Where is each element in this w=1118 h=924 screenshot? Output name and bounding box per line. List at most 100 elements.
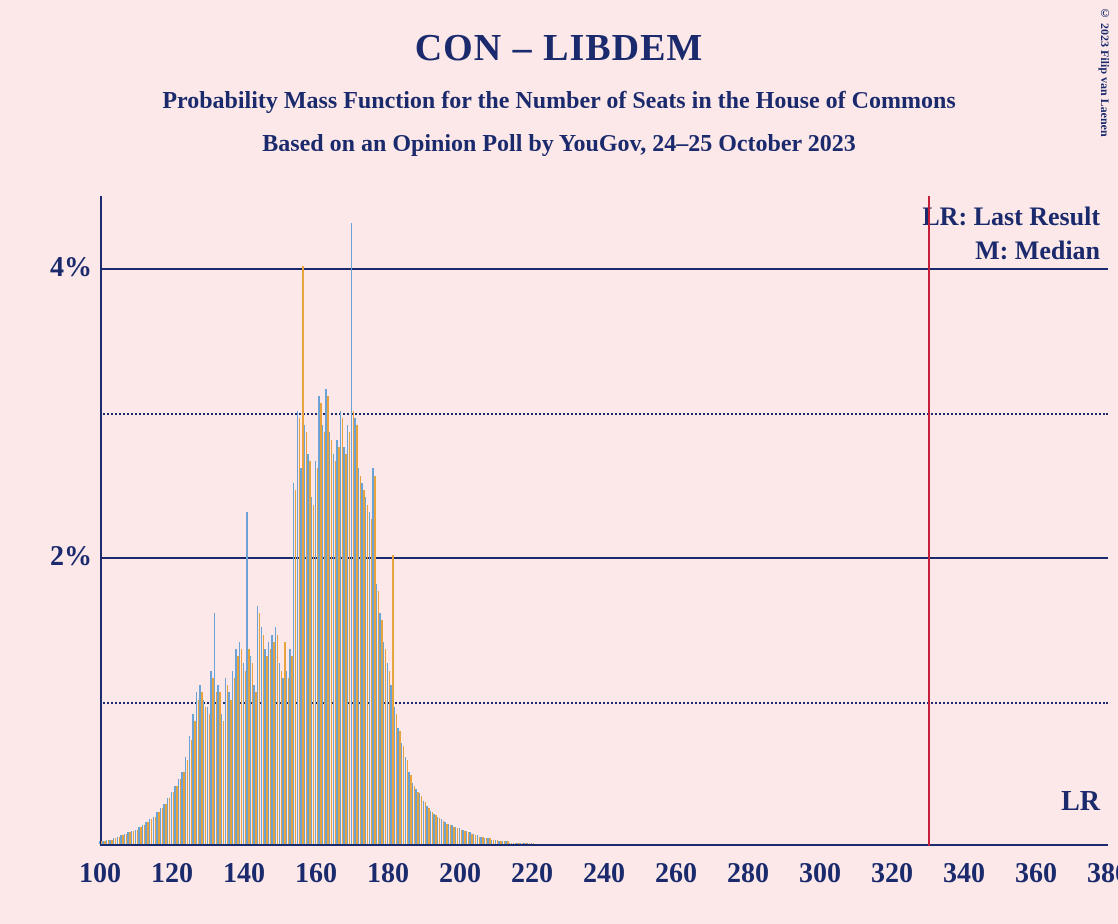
bar	[525, 843, 527, 844]
bar	[392, 555, 394, 844]
bar	[371, 519, 373, 844]
legend-last-result: LR: Last Result	[922, 202, 1100, 232]
bar	[353, 411, 355, 844]
bar	[259, 613, 261, 844]
bar	[309, 461, 311, 844]
y-axis	[100, 196, 102, 846]
bar	[245, 671, 247, 844]
bar	[410, 775, 412, 844]
bar	[403, 746, 405, 844]
bar	[356, 425, 358, 844]
bar	[317, 468, 319, 844]
bar	[489, 838, 491, 844]
bar	[533, 843, 535, 844]
bar	[497, 840, 499, 844]
bar	[399, 731, 401, 844]
bar	[396, 714, 398, 844]
bar	[173, 792, 175, 844]
bar	[165, 804, 167, 844]
bar	[104, 841, 106, 844]
x-tick-label: 320	[871, 858, 913, 890]
grid-major	[100, 557, 1108, 559]
bar	[133, 831, 135, 844]
x-tick-label: 300	[799, 858, 841, 890]
bar	[446, 824, 448, 844]
bar	[306, 432, 308, 844]
bar	[119, 837, 121, 844]
bar	[374, 476, 376, 844]
bar	[378, 591, 380, 844]
bar	[198, 700, 200, 844]
bar	[176, 786, 178, 844]
bar	[435, 815, 437, 844]
legend-median: M: Median	[975, 236, 1100, 266]
bar	[183, 772, 185, 844]
bar	[507, 841, 509, 844]
bar	[248, 649, 250, 844]
bar	[151, 819, 153, 844]
bar	[335, 461, 337, 844]
bar	[277, 635, 279, 844]
bar	[327, 396, 329, 844]
bar	[439, 818, 441, 844]
bar	[101, 841, 103, 844]
chart-title: CON – LIBDEM	[0, 0, 1118, 70]
bar	[111, 840, 113, 844]
bar	[385, 649, 387, 844]
chart-subtitle-2: Based on an Opinion Poll by YouGov, 24–2…	[0, 115, 1118, 158]
bar	[518, 843, 520, 844]
bar	[417, 792, 419, 844]
bar	[338, 447, 340, 844]
bar	[252, 663, 254, 844]
bar	[295, 490, 297, 844]
x-tick-label: 340	[943, 858, 985, 890]
bar	[284, 642, 286, 844]
x-tick-label: 100	[79, 858, 121, 890]
bar	[201, 692, 203, 844]
bar	[137, 830, 139, 844]
bar	[324, 432, 326, 844]
bar	[475, 835, 477, 844]
copyright-text: © 2023 Filip van Laenen	[1097, 6, 1112, 137]
bar	[234, 678, 236, 844]
bar	[147, 822, 149, 844]
x-tick-label: 360	[1015, 858, 1057, 890]
bar	[389, 671, 391, 844]
bar	[302, 266, 304, 844]
bar	[468, 832, 470, 844]
bar	[425, 802, 427, 844]
bar	[169, 798, 171, 844]
bar	[266, 656, 268, 844]
grid-minor	[100, 413, 1108, 415]
bar	[191, 740, 193, 844]
bar	[493, 840, 495, 844]
bar	[486, 838, 488, 844]
bar	[126, 834, 128, 844]
bar	[194, 721, 196, 844]
x-tick-label: 160	[295, 858, 337, 890]
bar	[407, 760, 409, 844]
last-result-label: LR	[1061, 786, 1100, 818]
bar	[187, 760, 189, 844]
chart-subtitle-1: Probability Mass Function for the Number…	[0, 70, 1118, 115]
y-tick-label: 2%	[50, 541, 92, 573]
bar	[367, 505, 369, 844]
x-tick-label: 140	[223, 858, 265, 890]
bar	[432, 812, 434, 844]
bar	[212, 678, 214, 844]
bar	[263, 635, 265, 844]
bar	[158, 812, 160, 844]
bar	[288, 678, 290, 844]
bar	[511, 843, 513, 844]
bar	[270, 649, 272, 844]
x-tick-label: 240	[583, 858, 625, 890]
bar	[381, 620, 383, 844]
y-tick-label: 4%	[50, 252, 92, 284]
bar	[515, 843, 517, 844]
bar	[457, 828, 459, 844]
bar	[299, 418, 301, 844]
bar	[180, 779, 182, 844]
bar	[223, 721, 225, 844]
grid-major	[100, 268, 1108, 270]
bar	[155, 817, 157, 844]
